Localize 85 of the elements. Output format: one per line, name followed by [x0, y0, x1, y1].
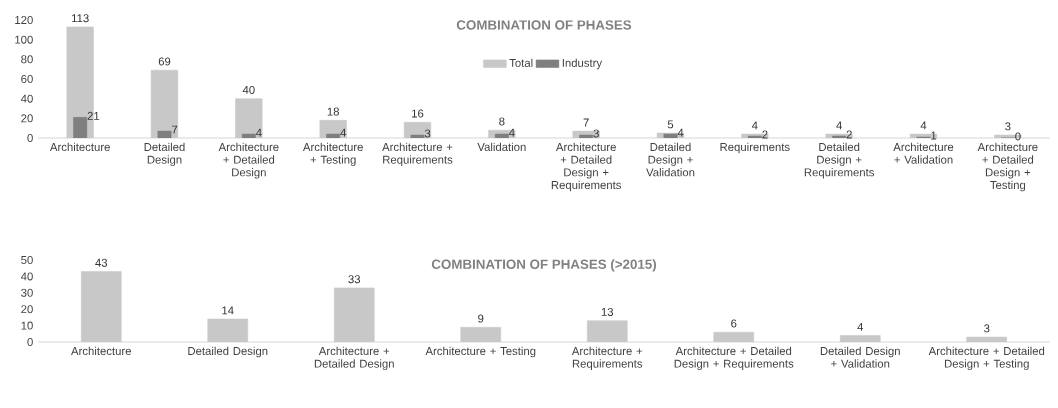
- data-label: 113: [71, 14, 89, 23]
- x-tick-label: Architecture + Detailed Design + Requirements: [674, 346, 794, 370]
- data-label: 4: [340, 128, 347, 137]
- x-tick-label: Architecture + Validation: [893, 142, 954, 164]
- y-tick-label: 10: [21, 321, 33, 330]
- bar: [494, 133, 509, 138]
- data-label: 16: [412, 109, 424, 118]
- x-tick-label: Detailed Design + Validation: [820, 346, 900, 368]
- bar: [839, 335, 881, 342]
- x-tick-label: Detailed Design: [188, 346, 268, 358]
- x-tick-label: Validation: [477, 142, 526, 152]
- bar: [460, 326, 502, 342]
- data-label: 18: [327, 107, 339, 116]
- data-label: 0: [1015, 132, 1021, 141]
- bar: [713, 331, 755, 342]
- legend-label: Industry: [562, 58, 603, 70]
- bar: [80, 271, 122, 342]
- data-label: 2: [846, 130, 852, 139]
- x-tick-label: Architecture + Requirements: [382, 142, 453, 166]
- data-label: 3: [593, 129, 599, 138]
- bar: [157, 130, 172, 138]
- y-tick-label: 50: [21, 256, 33, 265]
- data-label: 3: [984, 324, 990, 333]
- y-tick-label: 30: [21, 288, 33, 297]
- data-label: 21: [87, 111, 100, 120]
- x-tick-label: Architecture: [49, 142, 110, 152]
- y-tick-label: 40: [20, 272, 33, 281]
- x-tick-label: Detailed Design + Validation: [646, 142, 695, 177]
- y-tick-label: 100: [15, 35, 33, 44]
- data-label: 7: [583, 118, 589, 127]
- data-label: 4: [677, 128, 684, 137]
- chart-title: COMBINATION OF PHASES: [456, 20, 632, 30]
- data-label: 4: [920, 121, 927, 130]
- bar: [663, 133, 678, 138]
- bar: [586, 320, 628, 342]
- x-tick-label: Architecture + Detailed Design: [314, 346, 394, 370]
- data-label: 4: [509, 128, 515, 137]
- data-label: 4: [256, 128, 262, 137]
- x-tick-label: Architecture + Detailed Design: [218, 142, 279, 179]
- bar: [579, 134, 594, 138]
- data-label: 3: [424, 129, 431, 138]
- bar: [73, 117, 88, 138]
- bar: [966, 336, 1008, 342]
- data-label: 69: [158, 57, 171, 66]
- data-label: 7: [172, 125, 178, 134]
- bar: [410, 134, 425, 138]
- y-tick-label: 20: [21, 305, 33, 314]
- x-tick-label: Architecture + Testing: [425, 346, 536, 358]
- bar: [241, 133, 256, 138]
- x-tick-label: Architecture + Detailed Design + Testing: [977, 142, 1038, 192]
- y-tick-label: 0: [27, 134, 33, 143]
- data-label: 5: [667, 120, 674, 129]
- x-tick-label: Architecture + Testing: [302, 142, 363, 166]
- data-label: 4: [857, 322, 864, 331]
- legend-label: Total: [509, 58, 533, 67]
- data-label: 13: [601, 307, 614, 316]
- x-tick-label: Architecture: [71, 346, 131, 356]
- y-tick-label: 80: [21, 55, 33, 64]
- data-label: 33: [348, 275, 361, 284]
- bar: [207, 318, 249, 342]
- data-label: 4: [751, 121, 758, 130]
- bar: [333, 287, 375, 342]
- x-tick-label: Detailed Design + Requirements: [804, 142, 875, 179]
- x-tick-label: Architecture + Detailed Design + Requirements: [551, 142, 622, 192]
- x-tick-label: Architecture + Detailed Design + Testing: [928, 346, 1045, 370]
- y-tick-label: 20: [21, 114, 33, 123]
- data-label: 4: [836, 121, 842, 130]
- data-label: 2: [762, 130, 768, 139]
- x-tick-label: Detailed Design: [144, 142, 185, 166]
- data-label: 3: [1005, 122, 1011, 131]
- x-tick-label: Architecture + Requirements: [571, 346, 643, 370]
- y-tick-label: 120: [15, 16, 33, 24]
- chart-title: COMBINATION OF PHASES (>2015): [431, 259, 656, 272]
- data-label: 9: [478, 314, 484, 323]
- data-label: 40: [242, 85, 255, 94]
- x-tick-label: Requirements: [720, 142, 790, 154]
- data-label: 14: [222, 306, 234, 315]
- y-tick-label: 40: [20, 94, 33, 103]
- data-label: 43: [95, 258, 108, 267]
- bar: [326, 133, 341, 138]
- y-tick-label: 60: [21, 75, 33, 84]
- data-label: 6: [731, 319, 737, 328]
- y-tick-label: 0: [27, 338, 33, 347]
- data-label: 8: [499, 117, 505, 126]
- data-label: 1: [931, 131, 937, 140]
